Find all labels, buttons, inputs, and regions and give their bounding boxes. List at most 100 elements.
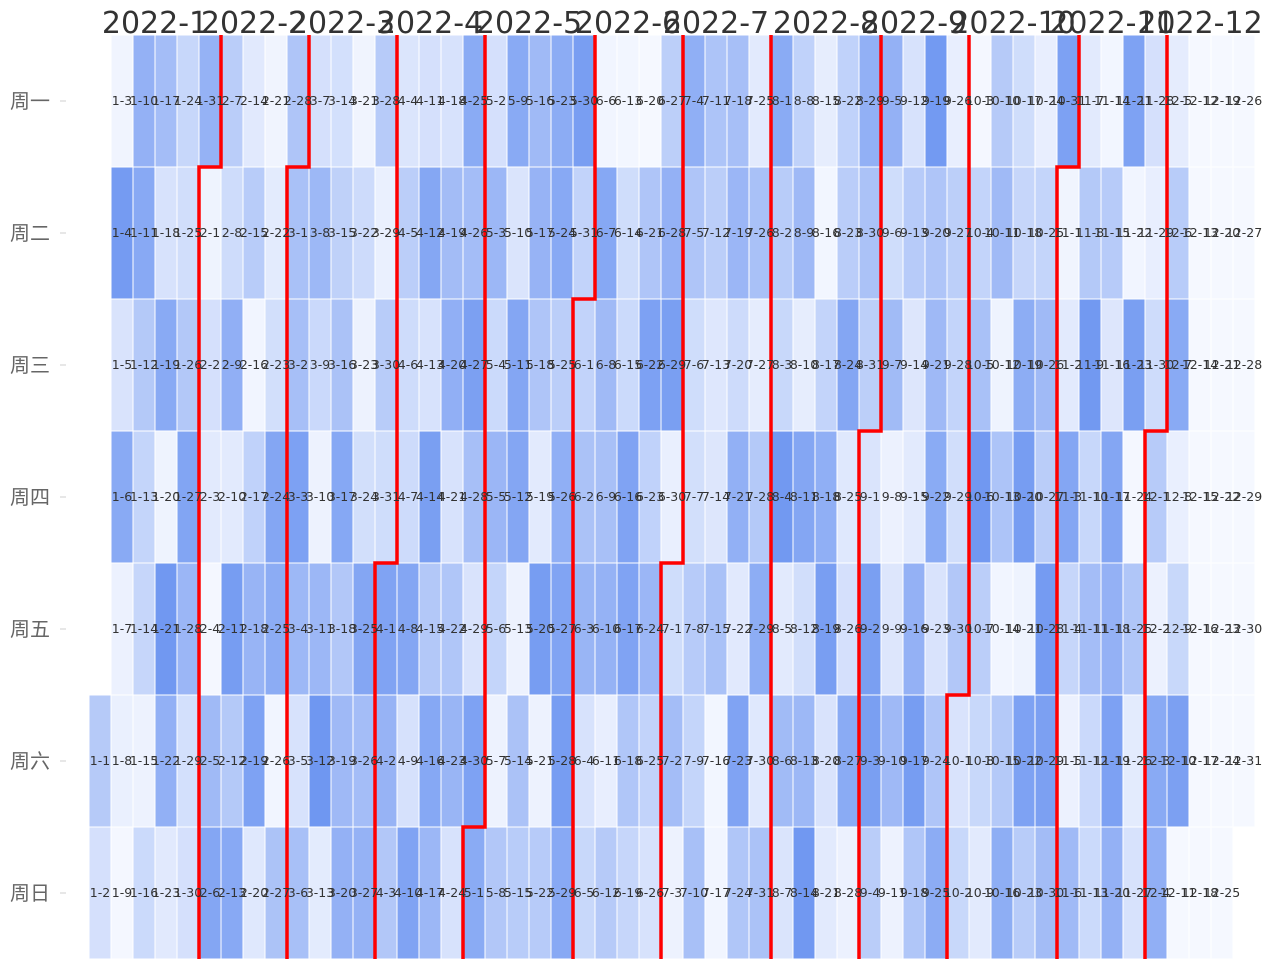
cell-date-label: 1-3 (112, 93, 132, 108)
cell-date-label: 12-25 (1204, 885, 1240, 900)
cell-date-label: 10-21 (1006, 621, 1042, 636)
heatmap-cell (1210, 826, 1234, 960)
cell-date-label: 4-27 (460, 357, 488, 372)
cell-date-label: 6-10 (592, 621, 620, 636)
cell-date-label: 8-21 (812, 885, 840, 900)
cell-date-label: 3-31 (372, 489, 400, 504)
cell-date-label: 8-3 (772, 357, 792, 372)
cell-date-label: 5-24 (548, 225, 576, 240)
cell-date-label: 2-24 (262, 489, 290, 504)
cell-date-label: 5-8 (486, 885, 506, 900)
cell-date-label: 4-11 (416, 93, 444, 108)
cell-date-label: 11-25 (1116, 621, 1152, 636)
cell-date-label: 1-29 (174, 753, 202, 768)
cell-date-label: 8-6 (772, 753, 792, 768)
cell-date-label: 6-8 (596, 357, 616, 372)
cell-date-label: 9-23 (922, 621, 950, 636)
cell-date-label: 6-2 (574, 489, 594, 504)
cell-date-label: 6-23 (636, 489, 664, 504)
cell-date-label: 8-2 (772, 225, 792, 240)
month-separator-line (373, 35, 399, 959)
cell-date-label: 12-1 (1142, 489, 1170, 504)
cell-date-label: 6-14 (614, 225, 642, 240)
cell-date-label: 4-1 (376, 621, 396, 636)
cell-date-label: 12-16 (1182, 621, 1218, 636)
cell-date-label: 1-26 (174, 357, 202, 372)
cell-date-label: 9-24 (922, 753, 950, 768)
cell-date-label: 5-7 (486, 753, 506, 768)
cell-date-label: 11-5 (1054, 753, 1082, 768)
month-label: 2022-1 (102, 6, 208, 41)
cell-date-label: 8-1 (772, 93, 792, 108)
month-label: 2022-3 (289, 6, 395, 41)
cell-date-label: 1-4 (112, 225, 132, 240)
cell-date-label: 3-2 (288, 357, 308, 372)
cell-date-label: 5-5 (486, 489, 506, 504)
cell-date-label: 5-19 (526, 489, 554, 504)
cell-date-label: 3-1 (288, 225, 308, 240)
cell-date-label: 7-23 (724, 753, 752, 768)
cell-date-label: 10-24 (1028, 93, 1064, 108)
cell-date-label: 10-26 (1028, 357, 1064, 372)
cell-date-label: 7-3 (662, 885, 682, 900)
cell-date-label: 6-30 (658, 489, 686, 504)
cell-date-label: 11-10 (1072, 489, 1108, 504)
month-separator-line (1055, 35, 1081, 959)
cell-date-label: 10-2 (944, 885, 972, 900)
cell-date-label: 3-19 (328, 753, 356, 768)
cell-date-label: 4-9 (398, 753, 418, 768)
cell-date-label: 6-6 (596, 93, 616, 108)
cell-date-label: 11-15 (1094, 225, 1130, 240)
cell-date-label: 11-3 (1054, 489, 1082, 504)
cell-date-label: 6-20 (636, 93, 664, 108)
cell-date-label: 8-25 (834, 489, 862, 504)
cell-date-label: 3-28 (372, 93, 400, 108)
cell-date-label: 11-22 (1116, 225, 1152, 240)
cell-date-label: 6-25 (636, 753, 664, 768)
cell-date-label: 3-9 (310, 357, 330, 372)
cell-date-label: 8-30 (856, 225, 884, 240)
cell-date-label: 12-28 (1226, 357, 1262, 372)
cell-date-label: 4-4 (398, 93, 418, 108)
month-label: 2022-7 (663, 6, 769, 41)
cell-date-label: 4-6 (398, 357, 418, 372)
cell-date-label: 1-30 (174, 885, 202, 900)
cell-date-label: 4-14 (416, 489, 444, 504)
cell-date-label: 12-18 (1182, 885, 1218, 900)
cell-date-label: 9-25 (922, 885, 950, 900)
cell-date-label: 1-20 (152, 489, 180, 504)
cell-date-label: 4-30 (460, 753, 488, 768)
cell-date-label: 7-24 (724, 885, 752, 900)
month-separator-line (285, 35, 311, 959)
cell-date-label: 1-9 (112, 885, 132, 900)
cell-date-label: 12-17 (1182, 753, 1218, 768)
cell-date-label: 12-23 (1204, 621, 1240, 636)
cell-date-label: 7-25 (746, 93, 774, 108)
cell-date-label: 7-8 (684, 621, 704, 636)
cell-date-label: 5-1 (464, 885, 484, 900)
cell-date-label: 11-13 (1072, 885, 1108, 900)
cell-date-label: 6-19 (614, 885, 642, 900)
cell-date-label: 6-24 (636, 621, 664, 636)
cell-date-label: 10-9 (966, 885, 994, 900)
cell-date-label: 10-22 (1006, 753, 1042, 768)
weekday-label: 周二 (10, 221, 50, 245)
cell-date-label: 6-9 (596, 489, 616, 504)
cell-date-label: 10-25 (1028, 225, 1064, 240)
heatmap-cells (88, 34, 1256, 960)
cell-date-label: 6-7 (596, 225, 616, 240)
cell-date-label: 9-20 (922, 225, 950, 240)
cell-date-label: 1-21 (152, 621, 180, 636)
cell-date-label: 7-29 (746, 621, 774, 636)
cell-date-label: 4-3 (376, 885, 396, 900)
cell-date-label: 8-22 (834, 93, 862, 108)
cell-date-label: 3-26 (350, 753, 378, 768)
month-label: 2022-6 (575, 6, 681, 41)
cell-date-label: 7-15 (702, 621, 730, 636)
cell-date-label: 2-9 (222, 357, 242, 372)
month-label: 2022-5 (476, 6, 582, 41)
cell-date-label: 7-30 (746, 753, 774, 768)
cell-date-label: 12-2 (1142, 621, 1170, 636)
cell-date-label: 6-27 (658, 93, 686, 108)
